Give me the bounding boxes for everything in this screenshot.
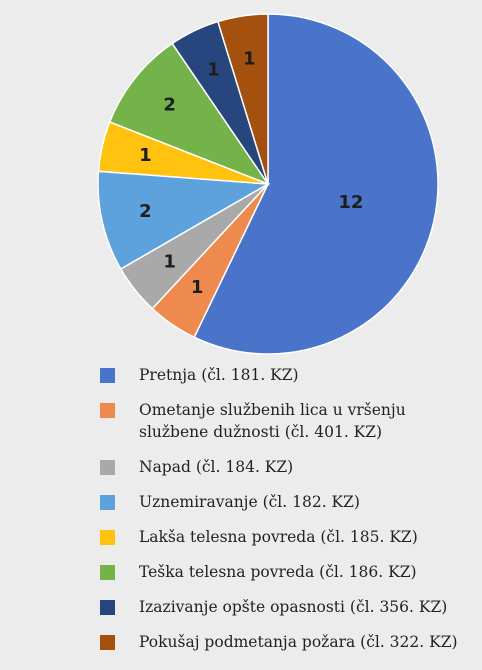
legend-item: Teška telesna povreda (čl. 186. KZ) <box>100 561 482 583</box>
data-label: 2 <box>139 201 152 222</box>
legend: Pretnja (čl. 181. KZ) Ometanje službenih … <box>100 364 482 666</box>
pie-slice <box>193 13 439 355</box>
legend-label: Napad (čl. 184. KZ) <box>139 458 294 476</box>
legend-item: Izazivanje opšte opasnosti (čl. 356. KZ) <box>100 596 482 618</box>
legend-swatch <box>100 635 115 650</box>
legend-item: Ometanje službenih lica u vršenju službe… <box>100 399 482 443</box>
legend-item: Pretnja (čl. 181. KZ) <box>100 364 482 386</box>
legend-swatch <box>100 565 115 580</box>
data-label: 1 <box>243 49 256 70</box>
data-label: 1 <box>207 60 220 81</box>
legend-label: Uznemiravanje (čl. 182. KZ) <box>139 493 360 511</box>
pie-slice <box>108 42 270 186</box>
data-label: 1 <box>139 145 152 166</box>
legend-swatch <box>100 530 115 545</box>
pie-slice <box>97 170 271 271</box>
legend-item: Napad (čl. 184. KZ) <box>100 456 482 478</box>
data-label: 1 <box>191 277 204 298</box>
legend-swatch <box>100 460 115 475</box>
pie-slice <box>216 13 269 185</box>
legend-swatch <box>100 403 115 418</box>
legend-swatch <box>100 600 115 615</box>
legend-label: Izazivanje opšte opasnosti (čl. 356. KZ) <box>139 598 448 616</box>
legend-swatch <box>100 368 115 383</box>
data-label: 2 <box>163 95 176 116</box>
data-label: 12 <box>338 192 363 213</box>
legend-label: Pretnja (čl. 181. KZ) <box>139 366 299 384</box>
legend-item: Uznemiravanje (čl. 182. KZ) <box>100 491 482 513</box>
legend-label: Pokušaj podmetanja požara (čl. 322. KZ) <box>139 633 458 651</box>
legend-label: Teška telesna povreda (čl. 186. KZ) <box>139 563 417 581</box>
legend-item: Pokušaj podmetanja požara (čl. 322. KZ) <box>100 631 482 653</box>
legend-swatch <box>100 495 115 510</box>
legend-label: Lakša telesna povreda (čl. 185. KZ) <box>139 528 418 546</box>
legend-item: Lakša telesna povreda (čl. 185. KZ) <box>100 526 482 548</box>
legend-label: Ometanje službenih lica u vršenju službe… <box>139 401 406 441</box>
data-label: 1 <box>163 251 176 272</box>
